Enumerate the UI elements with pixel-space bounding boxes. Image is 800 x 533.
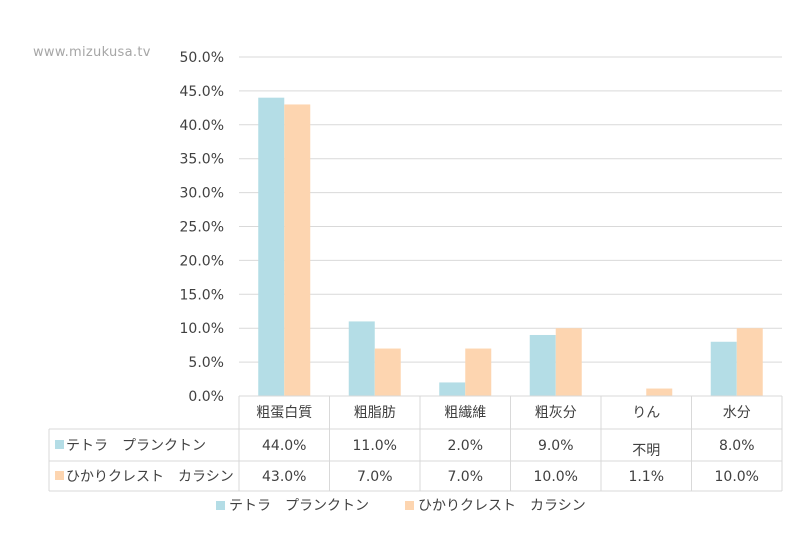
category-label: りん [632,405,660,421]
bar [374,348,401,396]
bar [529,334,556,396]
table-cell-value: 7.0% [447,469,483,485]
bars [258,97,763,397]
bar [710,341,737,396]
y-axis-ticks: 0.0% 5.0% 10.0% 15.0% 20.0% 25.0% 30.0% 35.0% 40… [180,50,224,405]
legend-swatch [216,501,225,510]
series-row-label: テトラ プランクトン [66,438,206,454]
y-tick-label: 0.0% [188,389,224,405]
category-label: 粗灰分 [535,405,577,421]
bar [284,104,311,397]
y-tick-label: 30.0% [180,186,224,202]
category-label: 粗繊維 [444,405,486,421]
table-cell-value: 1.1% [628,469,664,485]
table-cell-value: 不明 [632,443,660,459]
y-tick-label: 25.0% [180,220,224,236]
category-label: 粗蛋白質 [256,405,312,421]
series-swatch [55,471,64,480]
y-tick-label: 15.0% [180,287,224,303]
series-row-label: ひかりクレスト カラシン [66,469,234,485]
bar [646,388,673,396]
bar [465,348,492,396]
category-label: 粗脂肪 [354,405,396,421]
table-cell-value: 44.0% [262,438,306,454]
legend: テトラ プランクトン ひかりクレスト カラシン [216,498,586,514]
watermark: www.mizukusa.tv [33,45,151,60]
table-cell-value: 9.0% [538,438,574,454]
table-cell-value: 7.0% [357,469,393,485]
y-tick-label: 20.0% [180,253,224,269]
table-cell-value: 43.0% [262,469,306,485]
gridlines [239,56,782,363]
legend-label: テトラ プランクトン [229,498,369,514]
bar [348,321,375,396]
y-tick-label: 40.0% [180,118,224,134]
bar [258,97,285,397]
bar [736,328,763,396]
bar [555,328,582,396]
y-tick-label: 45.0% [180,84,224,100]
y-tick-label: 10.0% [180,321,224,337]
y-tick-label: 5.0% [188,355,224,371]
table-cell-value: 2.0% [447,438,483,454]
table-cell-value: 11.0% [353,438,397,454]
table-cell-value: 8.0% [719,438,755,454]
y-tick-label: 50.0% [180,50,224,66]
y-tick-label: 35.0% [180,152,224,168]
legend-swatch [405,501,414,510]
legend-label: ひかりクレスト カラシン [418,498,586,514]
table-cell-value: 10.0% [534,469,578,485]
category-label: 水分 [723,405,751,421]
bar [439,382,466,396]
table-cell-value: 10.0% [715,469,759,485]
series-swatch [55,440,64,449]
